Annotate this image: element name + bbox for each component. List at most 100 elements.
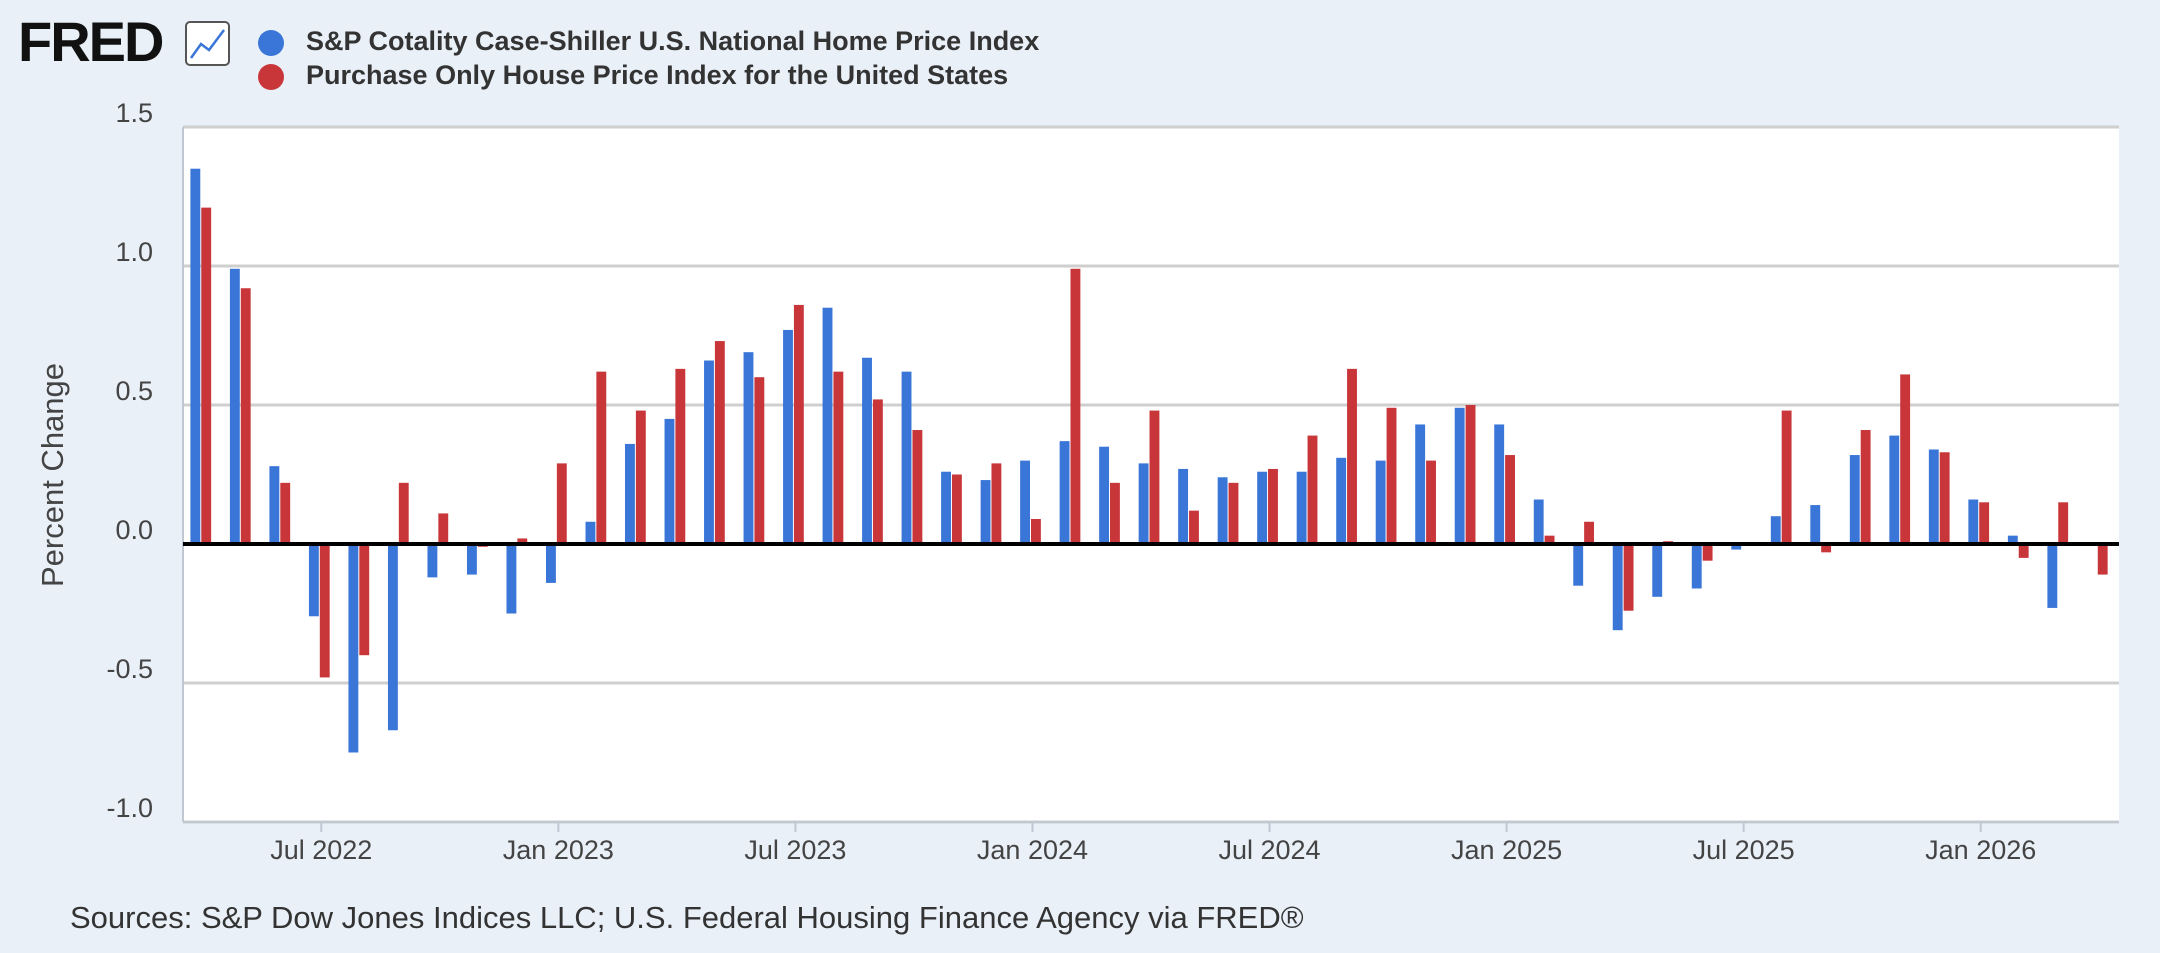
bar [1900,374,1911,544]
bar [201,207,212,544]
bar [1059,441,1070,544]
bar [308,544,319,617]
bar [1020,460,1030,544]
bar [506,544,517,614]
bar [941,471,951,544]
legend-label: Purchase Only House Price Index for the … [306,60,1008,90]
y-tick-label: -0.5 [106,654,153,684]
bar [1731,544,1742,550]
x-tick-label: Jul 2024 [1218,835,1320,865]
bar [1860,430,1871,544]
x-tick-label: Jan 2023 [503,835,614,865]
bar [1099,446,1110,544]
x-tick-label: Jan 2024 [977,835,1088,865]
bar [1968,499,1979,544]
bar [1110,482,1120,544]
x-tick-label: Jul 2025 [1693,835,1795,865]
bar [704,360,714,544]
y-tick-label: -1.0 [106,793,153,823]
bar [625,443,635,544]
y-tick-label: 0.5 [115,376,153,406]
bar [190,168,201,544]
bar [280,482,291,544]
bar [1505,455,1515,544]
bar [1030,518,1041,544]
bar [833,371,844,544]
bar [1652,544,1663,597]
bar [269,466,280,544]
bar [229,268,240,544]
bar [585,521,596,544]
bar [635,410,646,544]
bar [783,329,793,544]
bar [1781,410,1792,544]
bar [2047,544,2058,608]
bar [1612,544,1623,631]
bar [240,288,251,544]
bar [1426,460,1436,544]
bar [1979,502,1990,544]
bar [1494,424,1505,544]
source: Sources: S&P Dow Jones Indices LLC; U.S.… [70,900,1304,935]
bar [1810,505,1821,544]
bar [862,357,872,544]
bar [1257,471,1268,544]
bar [1691,544,1702,589]
bar [319,544,330,678]
bar [822,307,833,544]
bar [1770,516,1781,544]
bar [675,368,686,544]
legend-label: S&P Cotality Case-Shiller U.S. National … [306,26,1039,56]
bar [2097,544,2108,575]
bar [1702,544,1713,561]
bar [348,544,359,753]
bar [359,544,370,656]
bar [1307,435,1318,544]
bar [872,399,883,544]
bar [1821,544,1832,553]
x-tick-label: Jul 2023 [744,835,846,865]
bar [1386,407,1397,544]
bar [1375,460,1386,544]
bar [714,341,725,544]
bar [1178,468,1189,544]
bar [2018,544,2029,558]
y-tick-label: 1.0 [115,237,153,267]
bar [793,304,804,544]
y-axis-label: Percent Change [35,363,70,587]
bar [427,544,438,578]
bar [1623,544,1634,611]
bar [1228,482,1239,544]
bar [1533,499,1544,544]
bar [1149,410,1160,544]
bar [596,371,607,544]
bar [1544,535,1555,544]
bar [1296,471,1307,544]
bar [912,430,923,544]
x-tick-label: Jan 2026 [1925,835,2036,865]
bar [398,482,409,544]
bar [1454,407,1465,544]
bar [980,480,991,544]
bar [901,371,912,544]
bar [1573,544,1584,586]
bar [1189,510,1199,544]
legend-marker [258,64,284,90]
bar [438,513,449,544]
bar [1465,405,1476,544]
bar [2058,502,2069,544]
bar [1889,435,1900,544]
bar [754,377,765,544]
bar [1138,463,1149,544]
legend-marker [258,30,284,56]
bar [2007,535,2018,544]
bar [1584,521,1595,544]
bar [664,418,675,544]
bar [951,474,962,544]
bar [1217,477,1228,544]
bar [387,544,398,731]
bar [1070,268,1081,544]
graph-icon [185,21,230,66]
bar [517,538,528,544]
